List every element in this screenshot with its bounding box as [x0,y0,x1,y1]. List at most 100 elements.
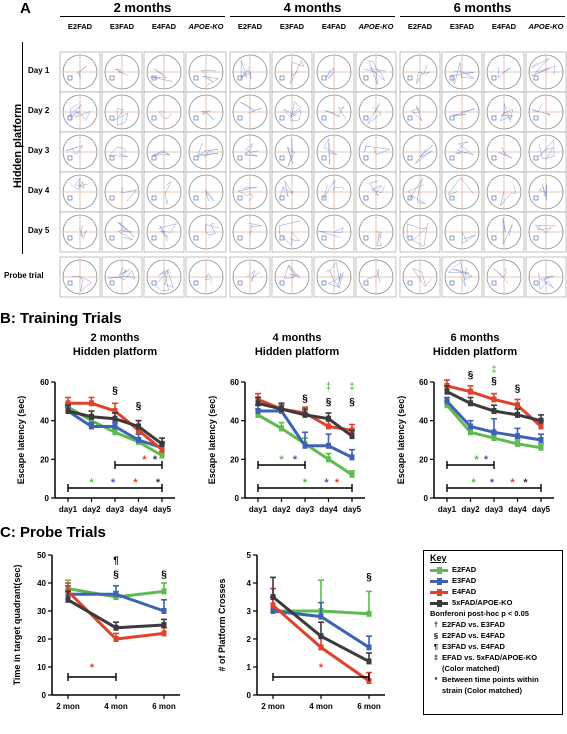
panel-c-label: C: Probe Trials [0,524,106,541]
bracket-star: * [153,454,158,466]
bracket-star: * [510,477,515,489]
data-point [318,633,324,640]
platform-marker [279,155,285,161]
track-cell [441,131,483,173]
platform-marker [109,195,115,201]
significance-mark: § [302,393,308,404]
x-tick-label: day2 [82,505,101,514]
bracket-star: * [490,477,495,489]
bracket-star: * [89,477,94,489]
x-tick-label: day2 [272,505,291,514]
x-tick-label: day5 [343,505,362,514]
data-point [444,398,450,405]
significance-mark: § [491,376,497,387]
track-cell [143,211,185,253]
swim-track [205,223,219,236]
track-cell [271,256,313,298]
swim-track [246,269,260,283]
x-tick-label: day3 [296,505,315,514]
bracket-star: * [523,477,528,489]
swim-track [66,145,84,155]
track-cell [59,256,101,298]
swim-track [112,108,129,126]
y-tick-label: 20 [37,635,46,644]
platform-marker [151,235,157,241]
row-label: Day 3 [28,146,50,155]
track-cell [483,171,525,213]
swim-track [290,59,305,84]
data-point [255,411,261,418]
platform-marker [67,280,73,286]
row-label: Probe trial [4,271,44,280]
data-point [468,429,473,436]
track-cell [525,256,567,298]
data-point [159,452,165,459]
track-cell [229,131,271,173]
data-point [89,423,94,430]
swim-track [414,145,433,164]
y-tick-label: 0 [235,494,240,503]
swim-track [499,185,517,207]
track-cell [525,171,567,213]
platform-marker [363,280,369,286]
track-cell [59,91,101,133]
platform-marker [363,155,369,161]
data-point [89,400,94,407]
data-point [349,454,355,461]
x-tick-label: 6 mon [152,702,176,711]
data-point [270,602,276,609]
data-point [491,396,497,403]
track-cell [313,256,355,298]
swim-track [367,103,382,125]
track-cell [399,211,441,253]
platform-marker [67,235,73,241]
platform-marker [151,280,157,286]
swim-track [243,142,260,157]
track-cell [525,91,567,133]
platform-marker [449,155,455,161]
swim-track [366,268,381,283]
swim-track [157,223,177,242]
track-cell [229,256,271,298]
x-tick-label: 4 mon [104,702,128,711]
key-stats-title: Bonferoni post-hoc p < 0.05 [430,609,529,618]
y-tick-label: 0 [247,691,252,700]
swim-track [538,184,548,201]
data-point [112,423,118,430]
platform-marker [533,235,539,241]
track-cell [399,256,441,298]
bracket-star: * [90,662,95,674]
platform-marker [321,235,327,241]
data-point [65,400,71,407]
swim-track [493,267,509,284]
strain-label: E2FAD [67,22,93,31]
data-point [112,415,118,422]
platform-marker [67,195,73,201]
track-cell [143,256,185,298]
platform-marker [491,115,497,121]
key-item-e4fad: E4FAD [430,586,562,597]
data-point [302,442,308,449]
platform-marker [491,195,497,201]
data-point [538,437,544,443]
swim-track [364,144,391,156]
swim-track [283,264,301,279]
track-cell [525,211,567,253]
track-cell [271,51,313,93]
swim-track [416,64,430,84]
platform-marker [279,75,285,81]
key-note-1: † E2FAD vs. E3FAD [433,620,505,629]
x-tick-label: day2 [461,505,480,514]
track-cell [483,211,525,253]
platform-marker [321,115,327,121]
strain-label: APOE-KO [528,22,564,31]
swim-track [318,227,344,238]
row-label: Day 4 [28,186,50,195]
swim-track [76,65,87,79]
track-cell [313,91,355,133]
track-cell [525,131,567,173]
data-point [326,415,331,422]
data-point [270,608,276,614]
swim-track [108,266,136,281]
data-point [161,608,167,614]
